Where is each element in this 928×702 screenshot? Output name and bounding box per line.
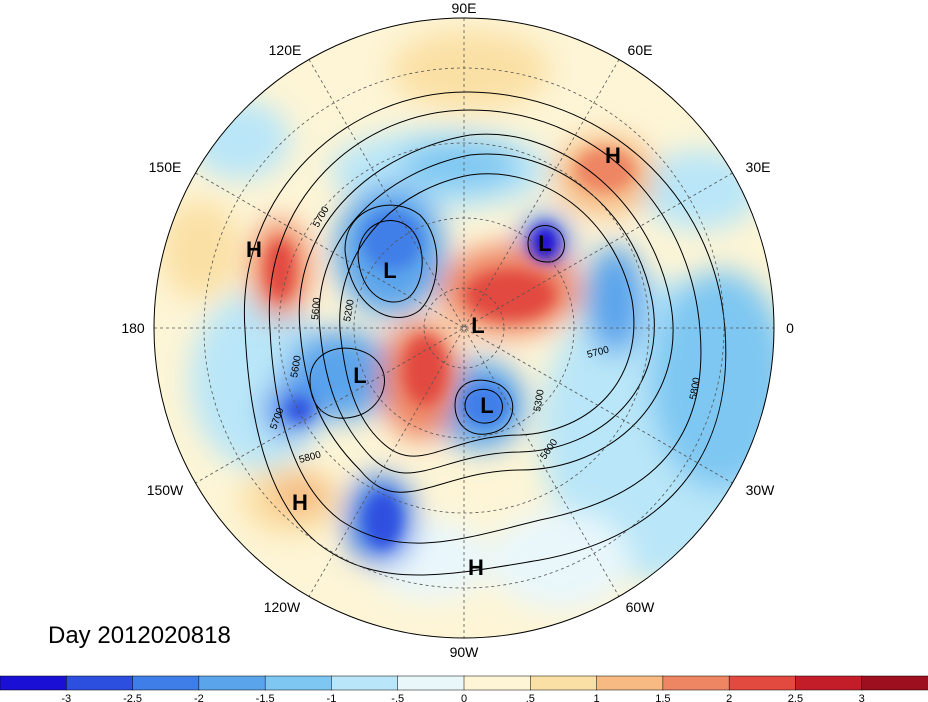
low-center-marker: L (383, 258, 396, 283)
colorbar-swatch (530, 675, 598, 691)
high-center-marker: H (246, 237, 262, 262)
colorbar-tick-label: -3 (61, 693, 71, 702)
colorbar-swatch (331, 675, 399, 691)
colorbar-tick-label: 0 (461, 693, 467, 702)
colorbar-tick-label: 1.5 (655, 693, 670, 702)
contour-label: 5600 (289, 354, 304, 378)
high-center-marker: H (468, 555, 484, 580)
low-center-marker: L (538, 231, 551, 256)
contour-label: 5800 (688, 376, 703, 400)
longitude-labels: 90E 120E 60E 150E 30E 180 0 150W 30W 120… (121, 0, 794, 660)
lon-label-150e: 150E (149, 159, 182, 175)
high-center-marker: H (605, 143, 621, 168)
colorbar-swatch (198, 675, 266, 691)
lon-label-30w: 30W (746, 482, 776, 498)
graticule (154, 18, 774, 638)
lon-label-120w: 120W (264, 599, 301, 615)
colorbar-swatch (728, 675, 797, 691)
lon-label-60w: 60W (626, 599, 656, 615)
colorbar-swatch (66, 675, 134, 691)
colorbar-tick-label: -2 (194, 693, 204, 702)
colorbar-tick-label: -.5 (391, 693, 404, 702)
colorbar-tick-label: -1 (327, 693, 337, 702)
lon-label-30e: 30E (746, 159, 771, 175)
colorbar-tick-label: .5 (526, 693, 535, 702)
lon-label-120e: 120E (269, 42, 302, 58)
colorbar: -3 -2.5 -2 -1.5 -1 -.5 0 .5 1 1.5 2 2.5 3 (0, 675, 928, 702)
colorbar-swatch (861, 675, 928, 691)
colorbar-swatch (264, 675, 333, 691)
colorbar-swatch (463, 675, 532, 691)
low-center-marker: L (353, 363, 366, 388)
colorbar-swatch (397, 675, 465, 691)
colorbar-tick-label: -2.5 (123, 693, 142, 702)
lon-label-60e: 60E (628, 42, 653, 58)
lon-label-180: 180 (121, 320, 145, 336)
colorbar-tick-label: 2 (726, 693, 732, 702)
contour-label: 5600 (310, 297, 323, 321)
contour-label: 5200 (342, 298, 357, 322)
high-center-marker: H (292, 490, 308, 515)
lon-label-90w: 90W (450, 644, 480, 660)
low-center-marker: L (471, 313, 484, 338)
colorbar-tick-label: 2.5 (788, 693, 803, 702)
height-contours (243, 91, 727, 576)
colorbar-tick-label: 3 (859, 693, 865, 702)
lon-label-0: 0 (786, 320, 794, 336)
colorbar-swatch (795, 675, 863, 691)
low-center-marker: L (480, 393, 493, 418)
colorbar-swatch (0, 675, 68, 691)
map-boundary (153, 17, 775, 639)
date-label: Day 2012020818 (48, 622, 231, 649)
colorbar-tick-label: -1.5 (256, 693, 275, 702)
pressure-centers: H H H H L L L L L (246, 143, 621, 580)
colorbar-swatch (596, 675, 664, 691)
colorbar-swatch (662, 675, 730, 691)
contour-label: 5300 (532, 388, 547, 412)
colorbar-swatch (132, 675, 200, 691)
lon-label-90e: 90E (452, 0, 477, 16)
colorbar-tick-label: 1 (594, 693, 600, 702)
lon-label-150w: 150W (147, 482, 184, 498)
